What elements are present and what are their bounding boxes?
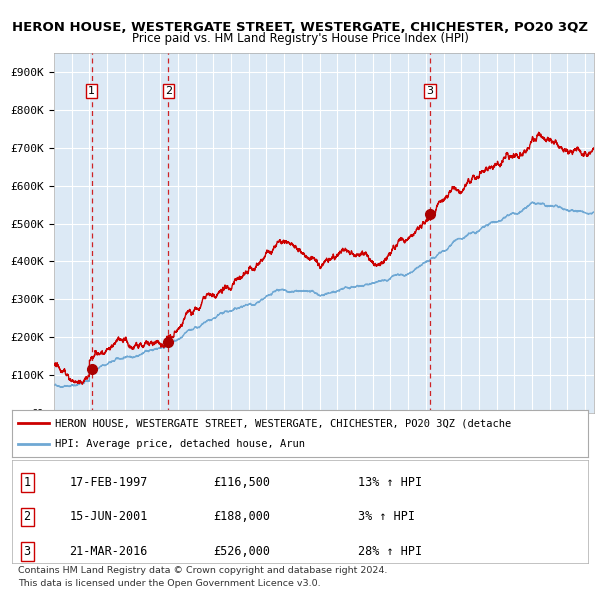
Text: 1: 1: [23, 476, 31, 490]
Text: 1: 1: [88, 86, 95, 96]
Text: This data is licensed under the Open Government Licence v3.0.: This data is licensed under the Open Gov…: [18, 579, 320, 588]
Text: 3% ↑ HPI: 3% ↑ HPI: [358, 510, 415, 523]
Text: HERON HOUSE, WESTERGATE STREET, WESTERGATE, CHICHESTER, PO20 3QZ: HERON HOUSE, WESTERGATE STREET, WESTERGA…: [12, 21, 588, 34]
Text: 13% ↑ HPI: 13% ↑ HPI: [358, 476, 422, 490]
Text: 15-JUN-2001: 15-JUN-2001: [70, 510, 148, 523]
Text: 3: 3: [23, 545, 31, 558]
Text: 2: 2: [23, 510, 31, 523]
Text: HPI: Average price, detached house, Arun: HPI: Average price, detached house, Arun: [55, 439, 305, 449]
Text: £116,500: £116,500: [214, 476, 271, 490]
Text: 2: 2: [165, 86, 172, 96]
Text: 17-FEB-1997: 17-FEB-1997: [70, 476, 148, 490]
Text: 21-MAR-2016: 21-MAR-2016: [70, 545, 148, 558]
Text: 28% ↑ HPI: 28% ↑ HPI: [358, 545, 422, 558]
Text: £188,000: £188,000: [214, 510, 271, 523]
Text: 3: 3: [426, 86, 433, 96]
Text: Contains HM Land Registry data © Crown copyright and database right 2024.: Contains HM Land Registry data © Crown c…: [18, 566, 388, 575]
Text: HERON HOUSE, WESTERGATE STREET, WESTERGATE, CHICHESTER, PO20 3QZ (detache: HERON HOUSE, WESTERGATE STREET, WESTERGA…: [55, 418, 511, 428]
Text: Price paid vs. HM Land Registry's House Price Index (HPI): Price paid vs. HM Land Registry's House …: [131, 32, 469, 45]
Text: £526,000: £526,000: [214, 545, 271, 558]
